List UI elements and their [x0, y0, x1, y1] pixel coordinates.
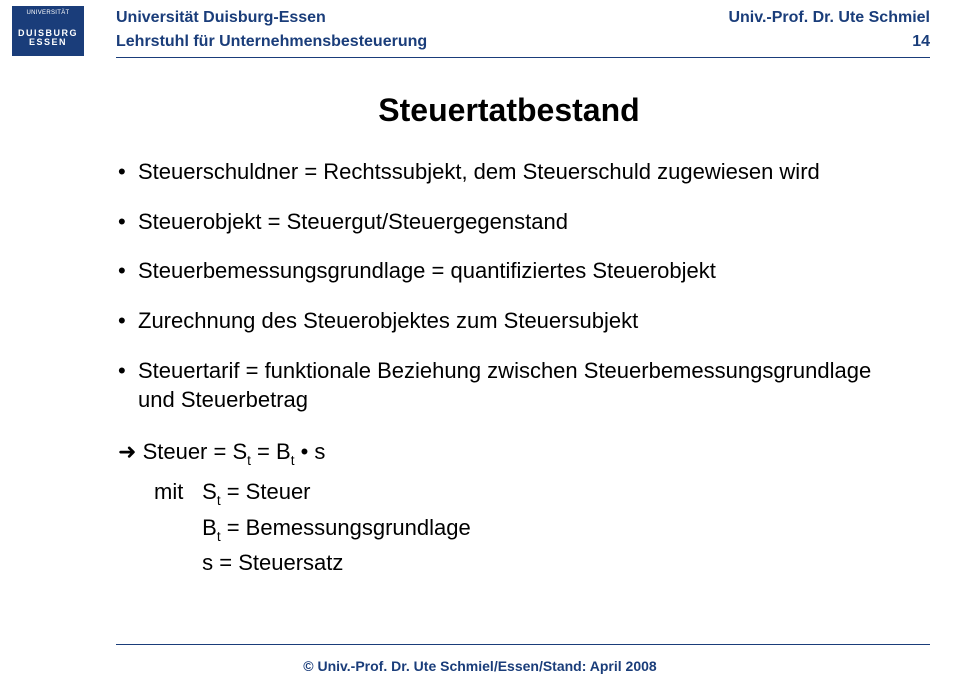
def-mit: mit — [154, 475, 196, 509]
def-row: mit St = Steuer — [154, 475, 900, 511]
logo-top-label: UNIVERSITÄT — [12, 6, 84, 20]
header-rule — [116, 57, 930, 58]
arrow-icon: ➜ — [118, 439, 136, 464]
logo-bottom: DUISBURG ESSEN — [12, 20, 84, 56]
slide-page: UNIVERSITÄT DUISBURG ESSEN Universität D… — [0, 0, 960, 698]
bullet-item: Steuerobjekt = Steuergut/Steuergegenstan… — [118, 207, 900, 237]
content: Steuertatbestand Steuerschuldner = Recht… — [118, 70, 900, 580]
formula-text: Steuer = St = Bt • s — [143, 439, 326, 464]
def-Bt: Bt = Bemessungsgrundlage — [202, 515, 471, 540]
page-number: 14 — [728, 30, 930, 54]
def-row: s = Steuersatz — [154, 546, 900, 580]
bullet-item: Steuerbemessungsgrundlage = quantifizier… — [118, 256, 900, 286]
formula-definitions: mit St = Steuer Bt = Bemessungsgrundlage… — [118, 475, 900, 580]
footer-rule — [116, 644, 930, 645]
def-row: Bt = Bemessungsgrundlage — [154, 511, 900, 547]
formula-block: ➜ Steuer = St = Bt • s — [118, 435, 900, 471]
def-St: St = Steuer — [202, 479, 310, 504]
header-left: Universität Duisburg-Essen Lehrstuhl für… — [116, 6, 427, 54]
footer-text: © Univ.-Prof. Dr. Ute Schmiel/Essen/Stan… — [0, 658, 960, 674]
slide-title: Steuertatbestand — [118, 92, 900, 129]
university-logo: UNIVERSITÄT DUISBURG ESSEN — [12, 6, 84, 56]
bullet-item: Steuerschuldner = Rechtssubjekt, dem Ste… — [118, 157, 900, 187]
bullet-item: Zurechnung des Steuerobjektes zum Steuer… — [118, 306, 900, 336]
professor-name: Univ.-Prof. Dr. Ute Schmiel — [728, 6, 930, 30]
bullet-item: Steuertarif = funktionale Beziehung zwis… — [118, 356, 900, 415]
bullet-list: Steuerschuldner = Rechtssubjekt, dem Ste… — [118, 157, 900, 415]
logo-line2: ESSEN — [29, 38, 67, 47]
header: UNIVERSITÄT DUISBURG ESSEN Universität D… — [0, 0, 960, 62]
university-name: Universität Duisburg-Essen — [116, 6, 427, 30]
header-right: Univ.-Prof. Dr. Ute Schmiel 14 — [728, 6, 930, 54]
chair-name: Lehrstuhl für Unternehmensbesteuerung — [116, 30, 427, 54]
def-s: s = Steuersatz — [202, 550, 343, 575]
